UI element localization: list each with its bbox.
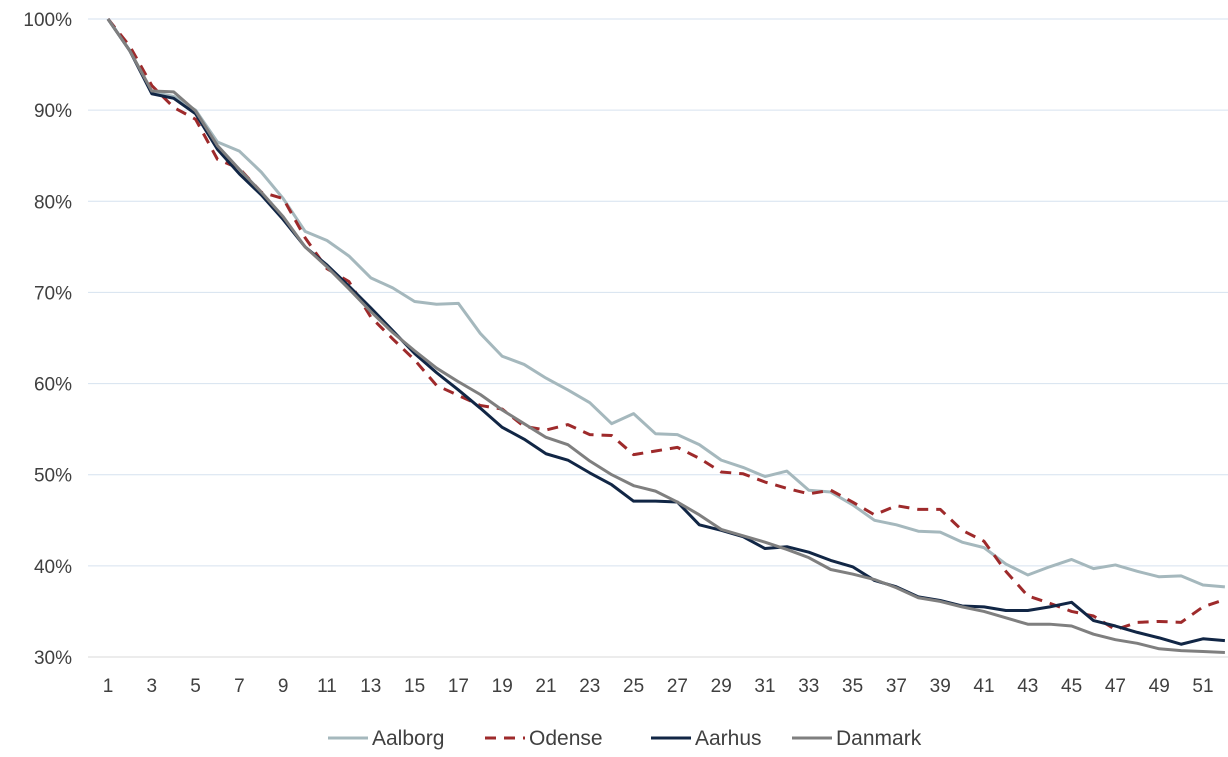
legend-label-danmark: Danmark bbox=[836, 727, 922, 750]
x-tick-label: 9 bbox=[278, 676, 289, 697]
y-tick-label: 70% bbox=[34, 283, 72, 304]
x-tick-label: 25 bbox=[623, 676, 644, 697]
y-tick-label: 40% bbox=[34, 557, 72, 578]
y-axis-tick-labels: 30% 40% 50% 60% 70% 80% 90% 100% bbox=[23, 10, 72, 669]
series-line-odense bbox=[106, 18, 1226, 632]
x-tick-label: 15 bbox=[404, 676, 425, 697]
x-tick-label: 29 bbox=[711, 676, 732, 697]
x-tick-label: 41 bbox=[973, 676, 994, 697]
x-tick-label: 51 bbox=[1192, 676, 1213, 697]
x-tick-label: 33 bbox=[798, 676, 819, 697]
legend-label-aalborg: Aalborg bbox=[372, 727, 444, 750]
x-tick-label: 21 bbox=[535, 676, 556, 697]
y-tick-label: 60% bbox=[34, 375, 72, 396]
x-tick-label: 49 bbox=[1149, 676, 1170, 697]
series-line-danmark bbox=[106, 18, 1225, 654]
gridlines bbox=[88, 18, 1228, 658]
x-tick-label: 13 bbox=[360, 676, 381, 697]
legend-label-aarhus: Aarhus bbox=[695, 727, 762, 750]
series-line-aarhus bbox=[106, 18, 1226, 646]
y-tick-label: 100% bbox=[23, 10, 72, 31]
x-tick-label: 19 bbox=[492, 676, 513, 697]
x-axis-tick-labels: 1 3 5 7 9 11 13 15 17 19 21 23 25 27 29 31 33 35 37 39 41 43 4… bbox=[103, 676, 1214, 697]
x-tick-label: 11 bbox=[317, 676, 337, 697]
x-tick-label: 17 bbox=[448, 676, 469, 697]
x-tick-label: 37 bbox=[886, 676, 907, 697]
series-line-aalborg bbox=[106, 18, 1226, 589]
y-tick-label: 30% bbox=[34, 648, 72, 669]
y-tick-label: 80% bbox=[34, 192, 72, 213]
x-tick-label: 43 bbox=[1017, 676, 1038, 697]
x-tick-label: 23 bbox=[579, 676, 600, 697]
x-tick-label: 47 bbox=[1105, 676, 1126, 697]
x-tick-label: 45 bbox=[1061, 676, 1082, 697]
x-tick-label: 1 bbox=[103, 676, 114, 697]
series-lines bbox=[106, 18, 1226, 654]
x-tick-label: 5 bbox=[190, 676, 201, 697]
legend-label-odense: Odense bbox=[529, 727, 603, 750]
x-tick-label: 35 bbox=[842, 676, 863, 697]
x-tick-label: 27 bbox=[667, 676, 688, 697]
x-tick-label: 31 bbox=[754, 676, 775, 697]
x-tick-label: 39 bbox=[930, 676, 951, 697]
legend: Aalborg Odense Aarhus Danmark bbox=[328, 727, 922, 750]
y-tick-label: 90% bbox=[34, 101, 72, 122]
x-tick-label: 7 bbox=[234, 676, 245, 697]
y-tick-label: 50% bbox=[34, 466, 72, 487]
x-tick-label: 3 bbox=[147, 676, 158, 697]
